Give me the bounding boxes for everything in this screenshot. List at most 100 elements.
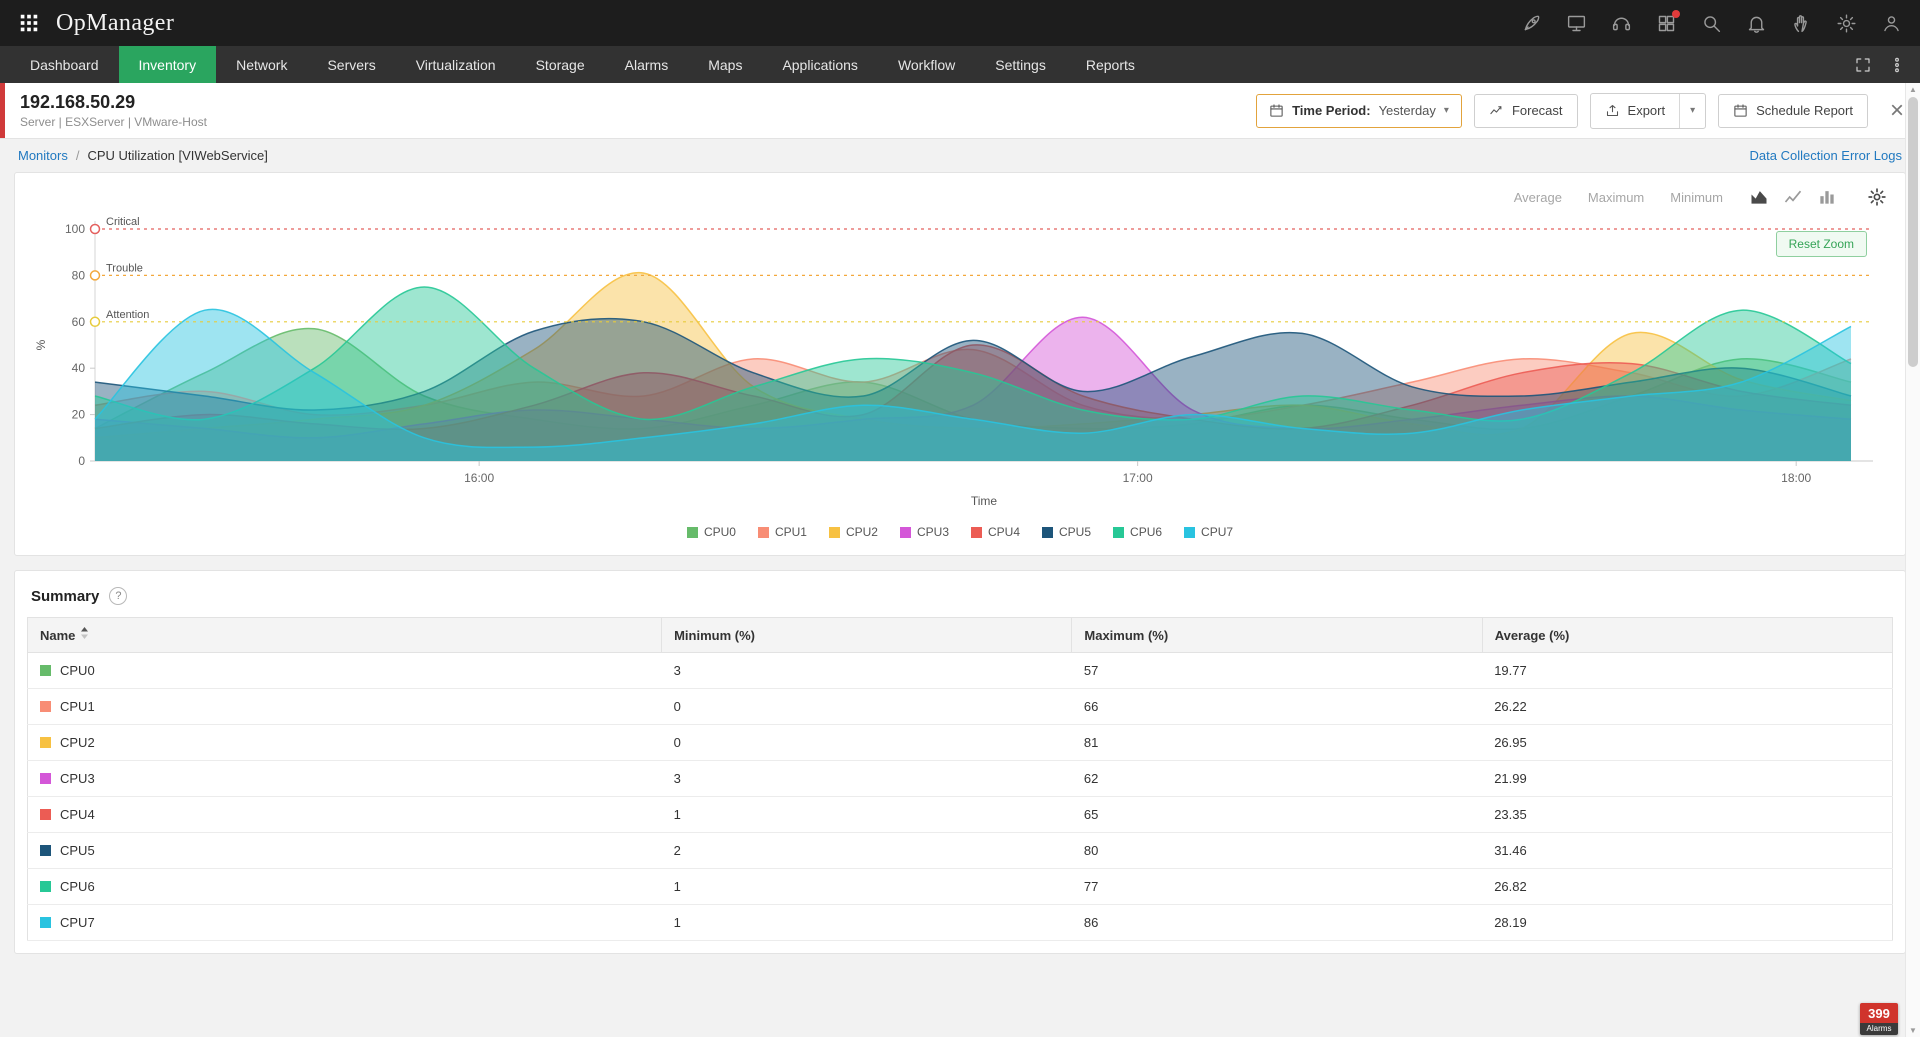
- schedule-report-label: Schedule Report: [1756, 103, 1853, 118]
- nav-item-storage[interactable]: Storage: [535, 56, 585, 73]
- legend-item-cpu0[interactable]: CPU0: [686, 525, 736, 539]
- legend-item-cpu3[interactable]: CPU3: [899, 525, 949, 539]
- bar-chart-icon[interactable]: [1817, 187, 1837, 207]
- column-label: Name: [40, 628, 76, 643]
- table-row-cpu3[interactable]: CPU3 3 62 21.99: [27, 760, 1893, 797]
- table-row-cpu2[interactable]: CPU2 0 81 26.95: [27, 724, 1893, 761]
- cell-max: 77: [1071, 868, 1483, 905]
- cell-min: 2: [661, 832, 1072, 869]
- scroll-up-arrow[interactable]: ▲: [1909, 85, 1917, 94]
- legend-label: CPU3: [916, 525, 949, 539]
- breadcrumb-separator: /: [75, 148, 80, 163]
- chart-settings-gear-icon[interactable]: [1867, 187, 1887, 207]
- nav-item-reports[interactable]: Reports: [1085, 56, 1135, 73]
- line-chart-icon[interactable]: [1783, 187, 1803, 207]
- cpu-chart-svg[interactable]: 0 20 40 60 80 100 16:00 17:00 18:00% Time Critical…: [15, 215, 1905, 515]
- cell-max: 57: [1071, 652, 1483, 689]
- nav-item-inventory[interactable]: Inventory: [118, 46, 217, 83]
- time-period-selector[interactable]: Time Period: Yesterday ▾: [1256, 93, 1462, 128]
- bell-icon[interactable]: [1746, 13, 1767, 34]
- chevron-down-icon: ▾: [1443, 105, 1449, 116]
- table-row-cpu6[interactable]: CPU6 1 77 26.82: [27, 868, 1893, 905]
- reset-zoom-button[interactable]: Reset Zoom: [1775, 231, 1867, 257]
- apps-waffle-icon[interactable]: [18, 12, 40, 34]
- scroll-down-arrow[interactable]: ▼: [1909, 1026, 1917, 1035]
- summary-header-row: Name Minimum (%) Maximum (%) Average (%): [27, 617, 1893, 653]
- legend-item-cpu7[interactable]: CPU7: [1184, 525, 1233, 539]
- alarms-badge[interactable]: 399 Alarms: [1860, 1003, 1898, 1035]
- svg-text:16:00: 16:00: [464, 471, 494, 485]
- addons-icon[interactable]: [1656, 9, 1680, 34]
- nav-item-virtualization[interactable]: Virtualization: [415, 56, 496, 73]
- legend-label: CPU4: [988, 525, 1021, 539]
- stat-button-minimum[interactable]: Minimum: [1670, 189, 1723, 205]
- nav-item-network[interactable]: Network: [236, 56, 288, 73]
- stat-button-average[interactable]: Average: [1513, 189, 1562, 205]
- remote-display-icon[interactable]: [1566, 13, 1587, 34]
- legend-item-cpu4[interactable]: CPU4: [971, 525, 1020, 539]
- summary-column-maximum[interactable]: Maximum (%): [1071, 617, 1483, 653]
- cell-avg: 28.19: [1482, 904, 1893, 941]
- legend-item-cpu5[interactable]: CPU5: [1042, 525, 1091, 539]
- table-row-cpu4[interactable]: CPU4 1 65 23.35: [27, 796, 1893, 833]
- nav-item-workflow[interactable]: Workflow: [897, 56, 956, 73]
- device-ip[interactable]: 192.168.50.29: [20, 92, 136, 113]
- feedback-hand-icon[interactable]: [1791, 13, 1812, 34]
- table-row-cpu1[interactable]: CPU1 0 66 26.22: [27, 688, 1893, 725]
- app-logo[interactable]: OpManager: [56, 9, 175, 36]
- area-chart-icon[interactable]: [1749, 187, 1769, 207]
- cpu-name: CPU7: [60, 915, 95, 930]
- legend-item-cpu2[interactable]: CPU2: [828, 525, 878, 539]
- breadcrumb-monitors-link[interactable]: Monitors: [18, 148, 68, 163]
- table-row-cpu0[interactable]: CPU0 3 57 19.77: [27, 652, 1893, 689]
- export-dropdown-caret[interactable]: ▾: [1679, 93, 1705, 128]
- cpu-utilization-chart[interactable]: Reset Zoom 0 20 40 60 80 100 16:00 17:00 18:00% T…: [15, 209, 1905, 515]
- forecast-button[interactable]: Forecast: [1473, 93, 1578, 128]
- svg-text:%: %: [34, 339, 48, 350]
- table-row-cpu7[interactable]: CPU7 1 86 28.19: [27, 904, 1893, 941]
- nav-item-alarms[interactable]: Alarms: [624, 56, 669, 73]
- vertical-scrollbar[interactable]: ▲ ▼: [1905, 83, 1920, 1037]
- nav-item-settings[interactable]: Settings: [995, 56, 1046, 73]
- cell-max: 62: [1071, 760, 1483, 797]
- time-period-value: Yesterday: [1378, 103, 1436, 118]
- table-row-cpu5[interactable]: CPU5 2 80 31.46: [27, 832, 1893, 869]
- nav-item-servers[interactable]: Servers: [327, 56, 376, 73]
- summary-title: Summary: [31, 587, 100, 605]
- summary-column-average[interactable]: Average (%): [1482, 617, 1893, 653]
- notification-dot: [1672, 9, 1680, 18]
- export-icon: [1605, 103, 1620, 118]
- legend-swatch: [899, 526, 911, 538]
- summary-column-name[interactable]: Name: [27, 617, 663, 653]
- user-icon[interactable]: [1881, 13, 1902, 34]
- legend-swatch: [1113, 526, 1125, 538]
- search-icon[interactable]: [1701, 13, 1722, 34]
- nav-item-dashboard[interactable]: Dashboard: [30, 56, 99, 73]
- legend-item-cpu6[interactable]: CPU6: [1113, 525, 1162, 539]
- schedule-report-button[interactable]: Schedule Report: [1718, 93, 1868, 128]
- nav-item-maps[interactable]: Maps: [708, 56, 743, 73]
- data-collection-error-logs-link[interactable]: Data Collection Error Logs: [1749, 148, 1902, 163]
- stat-button-maximum[interactable]: Maximum: [1587, 189, 1645, 205]
- close-icon[interactable]: ×: [1889, 96, 1904, 124]
- summary-column-minimum[interactable]: Minimum (%): [661, 617, 1073, 653]
- support-headset-icon[interactable]: [1611, 13, 1632, 34]
- help-icon[interactable]: ?: [109, 587, 128, 605]
- kebab-menu-icon[interactable]: [1888, 56, 1906, 74]
- rocket-icon[interactable]: [1521, 13, 1542, 34]
- scrollbar-thumb[interactable]: [1908, 97, 1918, 367]
- gear-icon[interactable]: [1836, 13, 1857, 34]
- svg-text:60: 60: [72, 315, 86, 329]
- legend-item-cpu1[interactable]: CPU1: [757, 525, 807, 539]
- svg-text:18:00: 18:00: [1781, 471, 1811, 485]
- svg-text:80: 80: [72, 268, 86, 282]
- export-button[interactable]: Export: [1590, 93, 1680, 128]
- nav-item-applications[interactable]: Applications: [782, 56, 858, 73]
- nav-right-actions: [1854, 46, 1920, 83]
- column-label: Average (%): [1494, 627, 1570, 643]
- schedule-calendar-icon: [1733, 103, 1748, 118]
- breadcrumb: Monitors / CPU Utilization [VIWebService…: [0, 139, 1920, 172]
- fullscreen-icon[interactable]: [1854, 56, 1872, 74]
- svg-text:Time: Time: [971, 494, 998, 508]
- forecast-icon: [1489, 103, 1504, 118]
